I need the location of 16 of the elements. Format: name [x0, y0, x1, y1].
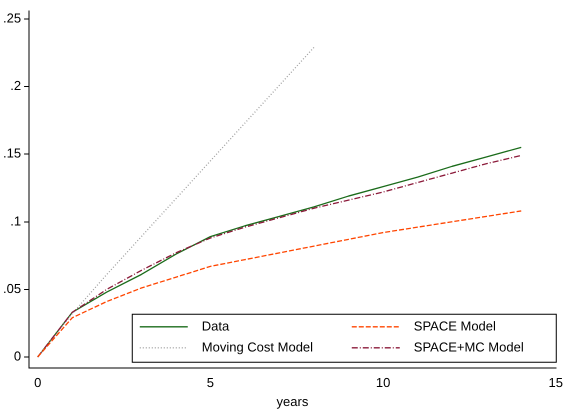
y-tick-label: .1 — [10, 213, 22, 228]
y-tick-label: .2 — [10, 78, 22, 94]
y-tick-label: 0 — [14, 348, 22, 364]
x-axis-title: years — [276, 394, 309, 409]
y-tick-label: .25 — [2, 10, 22, 26]
y-tick-label: .05 — [2, 280, 22, 296]
legend-label: Data — [202, 318, 230, 334]
legend-label: SPACE+MC Model — [414, 339, 524, 354]
y-tick-label: .15 — [2, 146, 22, 161]
x-tick-label: 15 — [548, 375, 564, 390]
legend-label: Moving Cost Model — [202, 339, 314, 354]
legend-label: SPACE Model — [414, 318, 496, 334]
x-tick-label: 10 — [376, 375, 390, 390]
x-tick-label: 0 — [34, 375, 42, 390]
line-series — [37, 210, 522, 358]
x-tick-label: 5 — [206, 375, 214, 390]
